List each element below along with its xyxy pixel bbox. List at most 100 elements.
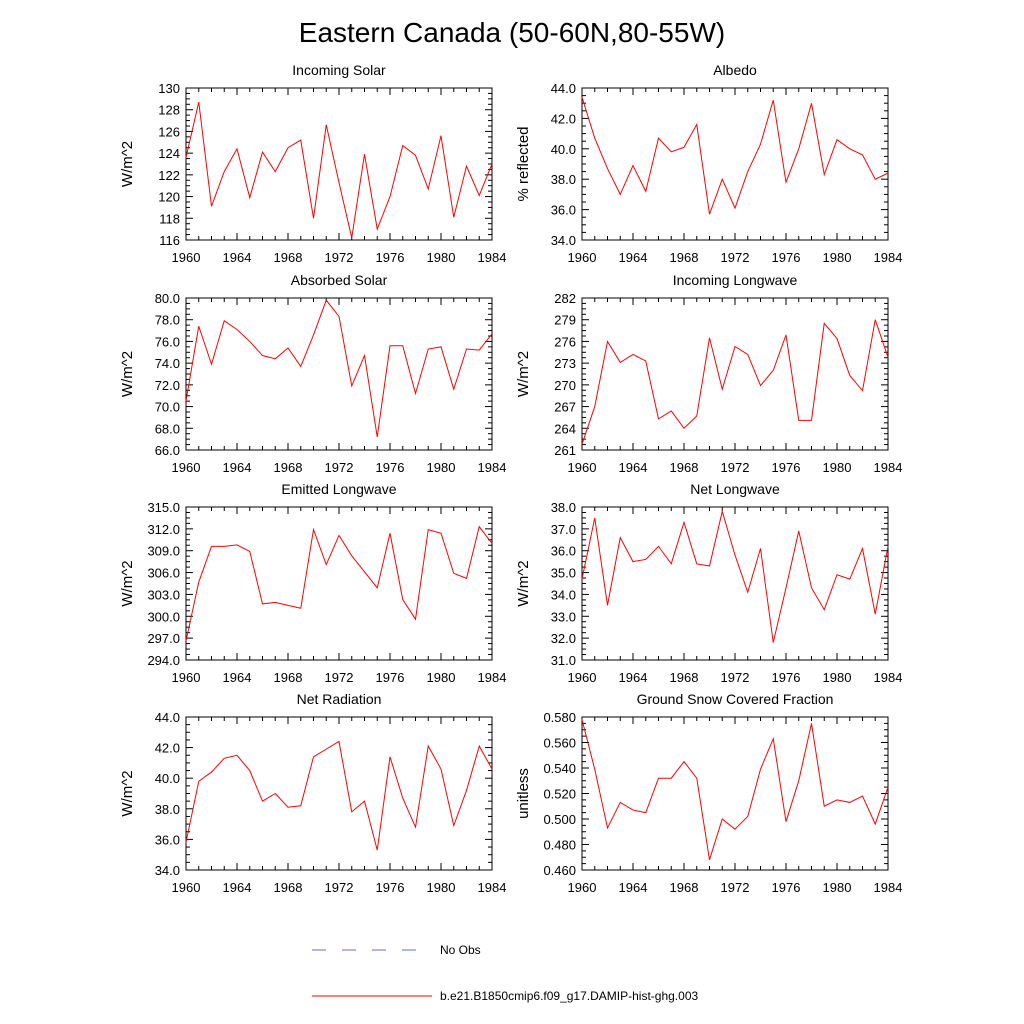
- y-tick-label: 309.0: [147, 544, 180, 559]
- legend: No Obs b.e21.B1850cmip6.f09_g17.DAMIP-hi…: [312, 943, 698, 1003]
- x-tick-label: 1980: [427, 460, 456, 475]
- y-tick-label: 37.0: [551, 522, 576, 537]
- x-tick-label: 1964: [223, 880, 252, 895]
- chart-panel-2: Albedo % reflected 1960 1964 1968 1972 1976 198…: [515, 62, 902, 265]
- x-tick-label: 1960: [568, 880, 597, 895]
- plot-frame: [185, 87, 493, 241]
- panel-title: Ground Snow Covered Fraction: [637, 691, 834, 707]
- y-tick-label: 33.0: [551, 609, 576, 624]
- y-tick-label: 34.0: [551, 587, 576, 602]
- x-tick-label: 1968: [274, 670, 303, 685]
- y-tick-label: 31.0: [551, 653, 576, 668]
- y-axis-label: W/m^2: [515, 560, 532, 606]
- x-tick-label: 1980: [427, 880, 456, 895]
- legend-label-no-obs: No Obs: [440, 943, 481, 957]
- y-tick-label: 294.0: [147, 653, 180, 668]
- x-tick-label: 1972: [325, 460, 354, 475]
- series-line: [581, 719, 889, 860]
- x-tick-label: 1980: [823, 880, 852, 895]
- chart-panel-3: Absorbed Solar W/m^2 1960 1964 1968 1972 1976 1…: [119, 272, 506, 475]
- y-tick-label: 270: [554, 378, 576, 393]
- plot-frame: [185, 297, 493, 451]
- x-tick-label: 1960: [172, 670, 201, 685]
- y-axis-label: W/m^2: [119, 141, 136, 187]
- y-tick-label: 273: [554, 356, 576, 371]
- x-tick-label: 1984: [874, 880, 903, 895]
- y-tick-label: 0.540: [543, 761, 576, 776]
- series-line: [581, 96, 889, 215]
- y-tick-label: 306.0: [147, 566, 180, 581]
- x-tick-label: 1976: [772, 460, 801, 475]
- y-tick-label: 38.0: [551, 500, 576, 515]
- y-tick-label: 282: [554, 291, 576, 306]
- y-tick-label: 128: [158, 103, 180, 118]
- chart-panel-8: Ground Snow Covered Fraction unitless 1960…: [515, 691, 902, 895]
- x-tick-label: 1972: [721, 880, 750, 895]
- x-tick-label: 1976: [772, 880, 801, 895]
- y-tick-label: 40.0: [155, 771, 180, 786]
- plot-frame: [581, 87, 889, 241]
- x-tick-label: 1972: [325, 670, 354, 685]
- x-tick-label: 1984: [478, 250, 507, 265]
- y-tick-label: 120: [158, 190, 180, 205]
- x-tick-label: 1984: [478, 670, 507, 685]
- panel-title: Net Radiation: [297, 691, 382, 707]
- x-tick-label: 1980: [823, 460, 852, 475]
- series-line: [185, 525, 493, 642]
- y-tick-label: 0.480: [543, 838, 576, 853]
- series-line: [185, 101, 493, 238]
- x-tick-label: 1976: [376, 460, 405, 475]
- panel-title: Absorbed Solar: [291, 272, 388, 288]
- y-tick-label: 42.0: [155, 741, 180, 756]
- y-tick-label: 297.0: [147, 631, 180, 646]
- y-tick-label: 315.0: [147, 500, 180, 515]
- y-tick-label: 312.0: [147, 522, 180, 537]
- chart-panel-7: Net Radiation W/m^2 1960 1964 1968 1972 1976 19…: [119, 691, 506, 895]
- x-tick-label: 1960: [172, 880, 201, 895]
- x-tick-label: 1960: [172, 250, 201, 265]
- x-tick-label: 1980: [823, 250, 852, 265]
- y-tick-label: 68.0: [155, 421, 180, 436]
- x-tick-label: 1972: [721, 250, 750, 265]
- chart-panel-5: Emitted Longwave W/m^2 1960 1964 1968 1972 197…: [119, 481, 506, 685]
- chart-panels: Incoming Solar W/m^2 1960 1964 1968 1972 1976 1…: [119, 62, 902, 895]
- x-tick-label: 1976: [376, 250, 405, 265]
- x-tick-label: 1976: [376, 670, 405, 685]
- y-tick-label: 44.0: [551, 81, 576, 96]
- panel-title: Incoming Longwave: [673, 272, 798, 288]
- x-tick-label: 1960: [568, 670, 597, 685]
- y-tick-label: 0.500: [543, 812, 576, 827]
- y-tick-label: 0.560: [543, 736, 576, 751]
- y-tick-label: 72.0: [155, 378, 180, 393]
- plot-frame: [185, 506, 493, 661]
- panel-title: Net Longwave: [690, 481, 780, 497]
- y-tick-label: 38.0: [155, 802, 180, 817]
- legend-label-model: b.e21.B1850cmip6.f09_g17.DAMIP-hist-ghg.…: [440, 989, 698, 1003]
- chart-panel-1: Incoming Solar W/m^2 1960 1964 1968 1972 1976 1…: [119, 62, 506, 265]
- y-tick-label: 303.0: [147, 587, 180, 602]
- x-tick-label: 1972: [325, 880, 354, 895]
- x-tick-label: 1968: [274, 250, 303, 265]
- x-tick-label: 1960: [568, 460, 597, 475]
- panel-title: Albedo: [713, 62, 757, 78]
- plot-frame: [581, 716, 889, 871]
- y-axis-label: W/m^2: [119, 351, 136, 397]
- series-line: [581, 509, 889, 643]
- x-tick-label: 1984: [478, 460, 507, 475]
- y-tick-label: 36.0: [551, 544, 576, 559]
- y-tick-label: 279: [554, 313, 576, 328]
- x-tick-label: 1980: [427, 670, 456, 685]
- x-tick-label: 1972: [721, 460, 750, 475]
- y-tick-label: 267: [554, 400, 576, 415]
- y-tick-label: 122: [158, 168, 180, 183]
- x-tick-label: 1976: [772, 670, 801, 685]
- y-tick-label: 42.0: [551, 111, 576, 126]
- plot-frame: [581, 506, 889, 661]
- y-tick-label: 0.460: [543, 863, 576, 878]
- x-tick-label: 1976: [376, 880, 405, 895]
- y-tick-label: 261: [554, 443, 576, 458]
- figure-title: Eastern Canada (50-60N,80-55W): [299, 17, 725, 48]
- y-tick-label: 300.0: [147, 609, 180, 624]
- y-tick-label: 0.580: [543, 710, 576, 725]
- x-tick-label: 1960: [568, 250, 597, 265]
